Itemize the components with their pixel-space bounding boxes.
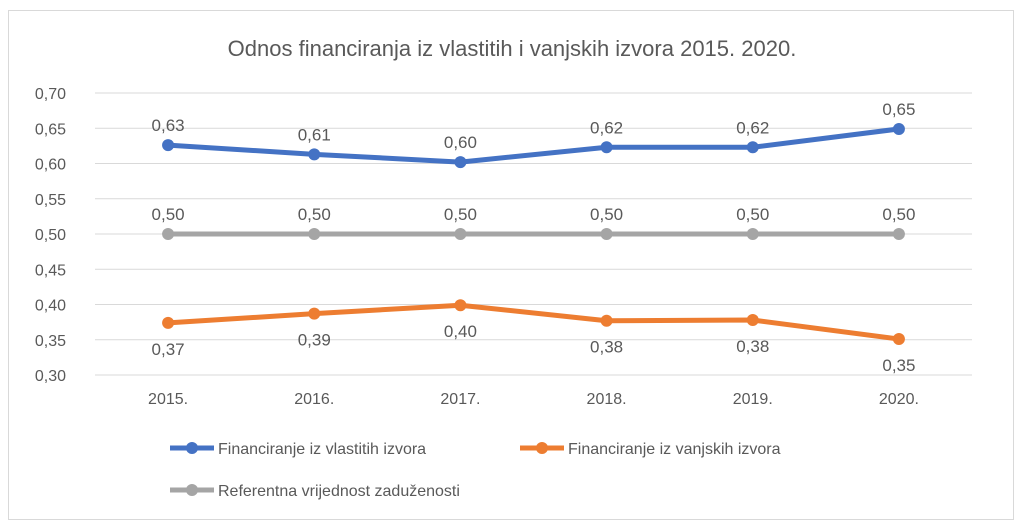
data-point [600,314,613,327]
y-tick-label: 0,50 [35,227,66,244]
data-point [746,228,759,240]
data-point [308,228,321,240]
data-label: 0,50 [882,205,915,224]
data-point [892,333,905,346]
legend-label: Referentna vrijednost zaduženosti [218,483,460,500]
legend-marker [536,442,548,454]
x-tick-label: 2018. [587,391,627,408]
y-tick-label: 0,70 [35,86,66,103]
legend-label: Financiranje iz vanjskih izvora [568,441,781,458]
data-label: 0,38 [736,337,769,356]
data-point [454,299,467,312]
y-tick-label: 0,30 [35,368,66,385]
data-point [162,228,175,240]
series-line [167,126,900,165]
data-point [162,316,175,329]
data-point [746,141,759,154]
y-tick-label: 0,35 [35,333,66,350]
x-tick-label: 2016. [294,391,334,408]
legend-marker [186,484,198,496]
data-label: 0,38 [590,338,623,357]
data-label: 0,50 [298,205,331,224]
data-label: 0,50 [590,205,623,224]
data-label: 0,35 [882,356,915,375]
data-point [892,228,905,240]
legend-marker [186,442,198,454]
data-point [600,141,613,154]
data-label: 0,39 [298,331,331,350]
data-point [454,228,467,240]
data-point [162,139,175,152]
data-label: 0,50 [152,205,185,224]
x-tick-label: 2015. [148,391,188,408]
legend-label: Financiranje iz vlastitih izvora [218,441,426,458]
series-line [167,302,900,342]
y-tick-label: 0,40 [35,298,66,315]
data-point [892,122,905,135]
data-label: 0,50 [736,205,769,224]
x-tick-label: 2019. [733,391,773,408]
y-tick-label: 0,65 [35,121,66,138]
data-point [600,228,613,240]
y-tick-label: 0,55 [35,192,66,209]
data-point [308,148,321,161]
y-tick-label: 0,45 [35,262,66,279]
data-label: 0,61 [298,125,331,144]
data-label: 0,50 [444,205,477,224]
data-point [746,314,759,327]
x-tick-label: 2020. [879,391,919,408]
x-tick-label: 2017. [440,391,480,408]
data-label: 0,65 [882,100,915,119]
data-label: 0,37 [152,340,185,359]
data-label: 0,40 [444,322,477,341]
data-point [454,156,467,169]
data-label: 0,62 [590,118,623,137]
data-label: 0,63 [152,116,185,135]
data-point [308,307,321,320]
y-tick-label: 0,60 [35,157,66,174]
chart-frame [8,10,1014,520]
chart-title: Odnos financiranja iz vlastitih i vanjsk… [228,36,797,61]
data-label: 0,62 [736,118,769,137]
data-label: 0,60 [444,133,477,152]
